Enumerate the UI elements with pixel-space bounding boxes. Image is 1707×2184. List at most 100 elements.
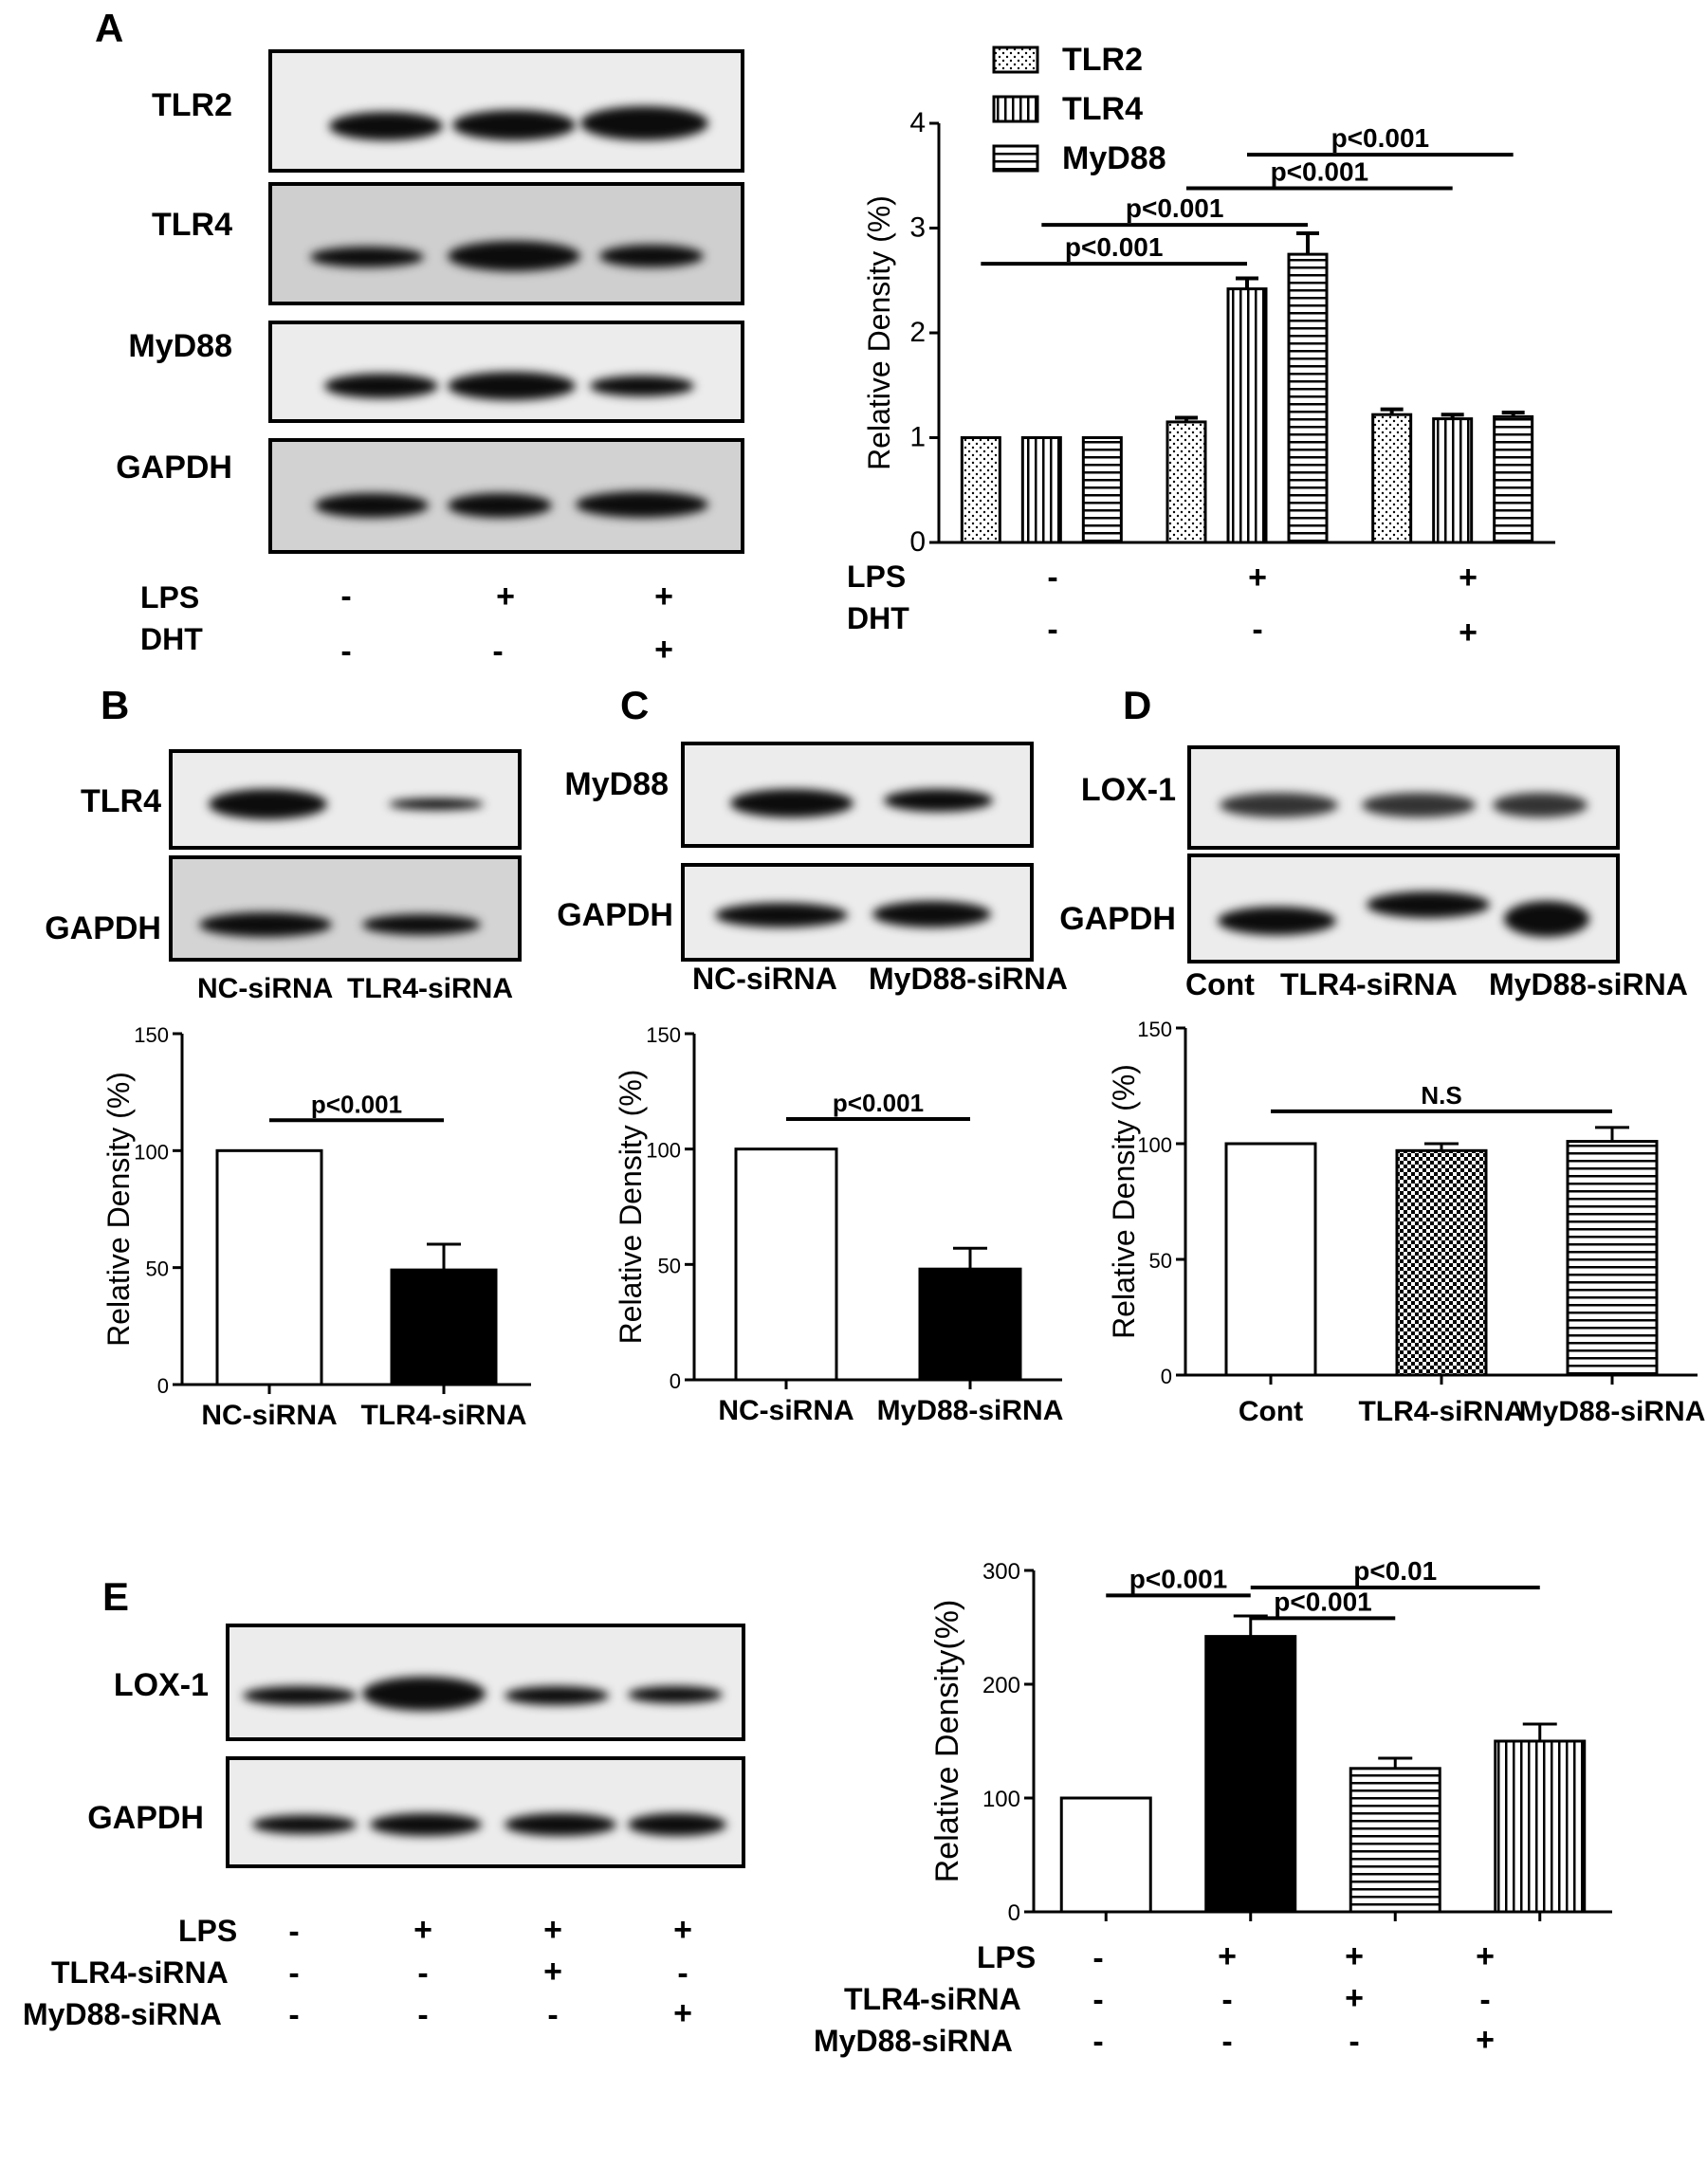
cond-sign: + [673,1995,692,2031]
legend-swatch [992,46,1039,74]
bar [1493,414,1534,544]
blot-label-gapdh: GAPDH [45,910,161,946]
lane-label: MyD88-siRNA [1489,967,1688,1001]
bar [1432,417,1474,544]
cond-sign: + [673,1912,692,1948]
y-tick-label: 0 [1161,1365,1172,1388]
bar [1494,1739,1587,1914]
cond-sign: + [1459,560,1478,596]
significance-label: p<0.001 [833,1089,924,1117]
y-tick-label: 150 [134,1023,169,1047]
panel-letter-e: E [102,1574,130,1619]
western-blot-gapdh [226,1756,745,1868]
x-tick-label: MyD88-siRNA [877,1395,1064,1426]
cond-sign: + [1248,560,1267,596]
bar [1226,287,1268,544]
x-tick-label: Cont [1239,1396,1303,1427]
y-tick-label: 200 [982,1673,1020,1698]
cond-sign: - [417,1955,429,1991]
cond-sign: - [1349,2024,1360,2060]
x-tick-label: NC-siRNA [718,1395,854,1426]
cond-label-lps: LPS [977,1940,1037,1974]
legend-swatch [992,144,1039,173]
significance-label: p<0.001 [1126,193,1224,223]
bar [960,436,1001,544]
lane-label: NC-siRNA [197,973,334,1004]
cond-sign: - [340,633,352,670]
chart-d: 0 50 100 150 Relative Density (%) Cont TLR4-si… [1107,1018,1705,1427]
bar [1349,1767,1441,1914]
bar [390,1268,498,1386]
y-tick-label: 0 [1008,1900,1020,1926]
y-tick-label: 50 [658,1254,681,1277]
bar [1287,252,1329,544]
y-tick-label: 150 [646,1023,681,1047]
significance-label: p<0.01 [1353,1556,1437,1586]
bar [215,1148,323,1386]
cond-sign: + [1218,1938,1237,1974]
x-tick-label: TLR4-siRNA [1358,1396,1524,1427]
cond-sign: - [1221,2024,1233,2060]
legend-label: TLR4 [1062,91,1143,127]
cond-sign: + [1459,615,1478,651]
cond-label-dht: DHT [847,601,909,635]
legend-swatch [992,95,1039,123]
y-tick-label: 50 [146,1257,169,1281]
cond-sign: - [547,1997,559,2033]
lane-label: Cont [1185,967,1255,1001]
bar [1166,420,1207,544]
lane-label: TLR4-siRNA [1280,967,1458,1001]
western-blot-gapdh [268,438,744,554]
y-tick-label: 0 [670,1369,681,1393]
y-tick-label: 1 [909,422,926,453]
cond-label-lps: LPS [178,1914,238,1948]
significance-label: N.S [1421,1081,1461,1110]
y-tick-label: 300 [982,1559,1020,1585]
cond-sign: - [1221,1982,1233,2018]
cond-sign: - [677,1955,688,1991]
cond-sign: + [413,1912,432,1948]
cond-sign: + [543,1912,562,1948]
western-blot-lox1 [1187,745,1620,850]
y-tick-label: 150 [1137,1018,1172,1041]
bar [918,1267,1022,1382]
bar [1081,436,1123,544]
bar [1395,1148,1488,1377]
significance-label: p<0.001 [1129,1564,1228,1593]
cond-label-myd88-sirna: MyD88-siRNA [23,1997,222,2031]
western-blot-myd88 [681,742,1034,848]
significance-label: p<0.001 [311,1090,402,1118]
blot-label-lox1: LOX-1 [113,1667,209,1703]
cond-label-lps: LPS [847,560,907,594]
panel-letter-d: D [1123,683,1152,727]
blot-label-gapdh: GAPDH [557,897,673,933]
significance-label: p<0.001 [1274,1587,1372,1616]
cond-sign: + [1476,2022,1495,2058]
cond-sign: - [1047,612,1058,648]
significance-label: p<0.001 [1271,157,1369,187]
western-blot-lox1 [226,1624,745,1741]
y-axis-label: Relative Density (%) [614,1070,648,1345]
cond-sign: + [496,578,515,615]
western-blot-tlr4 [169,749,522,850]
cond-sign: - [288,1914,300,1950]
cond-sign: + [1345,1938,1364,1974]
x-tick-label: TLR4-siRNA [360,1400,526,1431]
blot-label-lox1: LOX-1 [1080,772,1176,808]
cond-sign: - [340,578,352,615]
cond-sign: - [1479,1982,1491,2018]
y-tick-label: 2 [909,317,926,348]
chart-b: 0 50 100 150 Relative Density (%) NC-siRNA TLR… [101,1023,531,1431]
bar [1059,1796,1152,1914]
cond-sign: - [1047,560,1058,596]
cond-sign: + [1345,1980,1364,2016]
cond-sign: - [492,633,504,670]
cond-sign: - [1092,1982,1104,2018]
chart-a: 0 1 2 3 4 Relative Density (%) p<0.001 p<0.001 p… [862,42,1555,558]
y-tick-label: 50 [1149,1249,1172,1273]
blot-label-myd88: MyD88 [128,328,232,364]
western-blot-gapdh [169,855,522,962]
bar [1020,436,1062,544]
y-axis-label: Relative Density (%) [1107,1064,1141,1339]
